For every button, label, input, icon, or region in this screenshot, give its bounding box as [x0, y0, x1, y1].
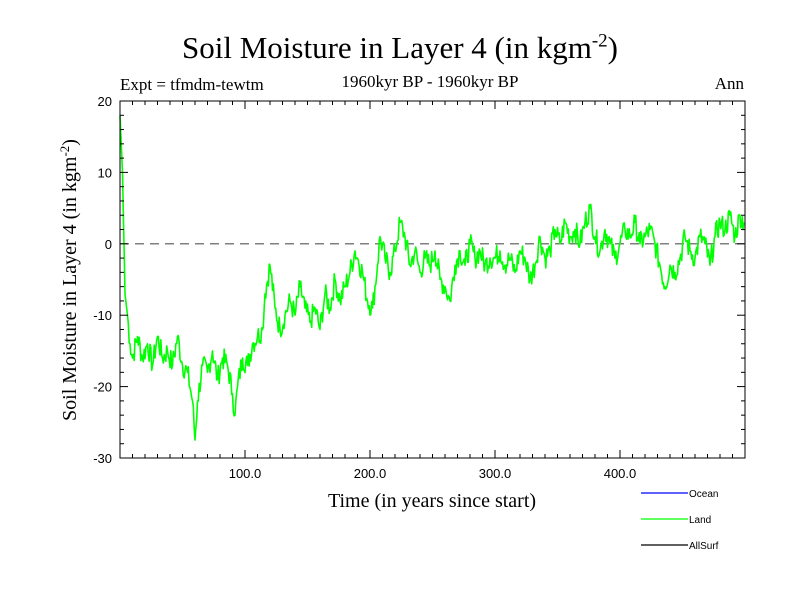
- y-tick-label: -20: [93, 380, 112, 395]
- x-tick-label: 100.0: [229, 466, 262, 481]
- y-axis-title-text: Soil Moisture in Layer 4 (in kgm: [59, 156, 81, 421]
- legend-label-land: Land: [689, 515, 711, 526]
- x-tick-label: 200.0: [354, 466, 387, 481]
- y-tick-label: 10: [98, 165, 112, 180]
- legend-label-ocean: Ocean: [689, 489, 718, 500]
- season-label: Ann: [714, 74, 744, 93]
- legend: Ocean Land AllSurf: [641, 489, 719, 552]
- x-tick-label: 300.0: [479, 466, 512, 481]
- x-axis-title: Time (in years since start): [328, 490, 536, 512]
- y-tick-label: -10: [93, 308, 112, 323]
- y-tick-label: 0: [105, 237, 112, 252]
- x-tick-label: 400.0: [604, 466, 637, 481]
- experiment-label: Expt = tfmdm-tewtm: [120, 75, 264, 94]
- y-tick-label: 20: [98, 94, 112, 109]
- series-line-land: [119, 115, 745, 441]
- y-axis-title: Soil Moisture in Layer 4 (in kgm-2): [57, 139, 81, 421]
- period-label: 1960kyr BP - 1960kyr BP: [341, 72, 519, 91]
- y-tick-label: -30: [93, 451, 112, 466]
- y-axis-title-sup: -2: [57, 146, 72, 157]
- y-axis-title-close: ): [59, 139, 81, 146]
- plot-area: 100.0 200.0 300.0 400.0 20 10 0 -10 -20 -30: [93, 94, 746, 481]
- plot-frame: [119, 100, 746, 459]
- chart-title: Soil Moisture in Layer 4 (in kgm-2): [182, 30, 618, 65]
- legend-label-allsurf: AllSurf: [689, 541, 719, 552]
